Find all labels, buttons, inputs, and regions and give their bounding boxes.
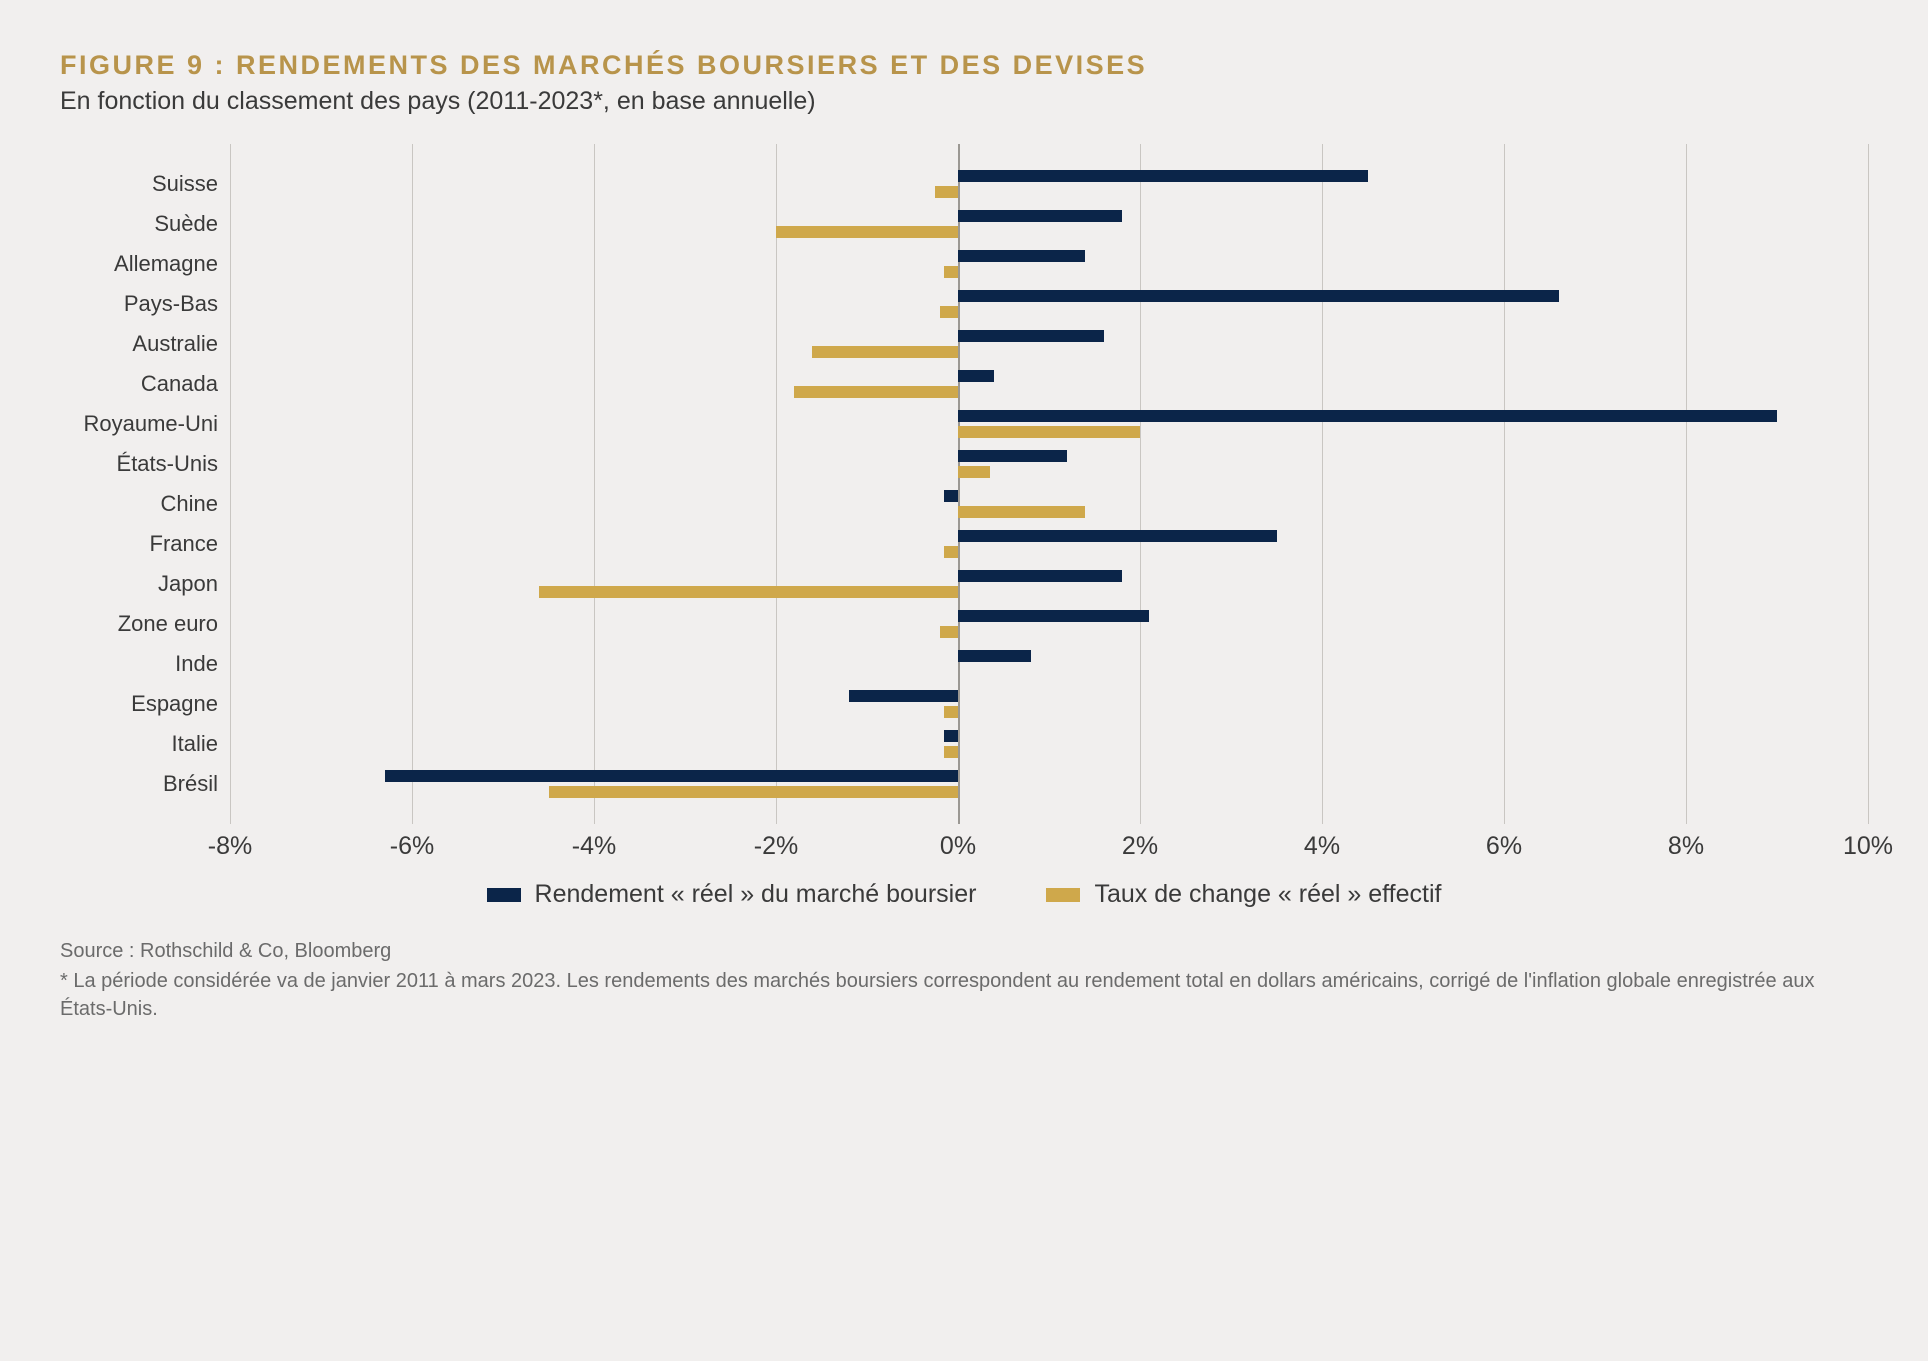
bar-navy — [385, 770, 958, 782]
y-axis-label: Italie — [172, 731, 218, 757]
bar-gold — [794, 386, 958, 398]
bar-navy — [958, 570, 1122, 582]
bar-navy — [958, 610, 1149, 622]
y-axis-label: Chine — [161, 491, 218, 517]
bar-gold — [958, 506, 1085, 518]
bar-gold — [944, 266, 958, 278]
figure-title: FIGURE 9 : RENDEMENTS DES MARCHÉS BOURSI… — [60, 50, 1868, 81]
figure-subtitle: En fonction du classement des pays (2011… — [60, 87, 1868, 116]
bar-gold — [940, 306, 958, 318]
bar-navy — [958, 410, 1777, 422]
gridline — [412, 144, 413, 824]
gridline — [1140, 144, 1141, 824]
gridline — [594, 144, 595, 824]
gridline — [1504, 144, 1505, 824]
bar-navy — [958, 450, 1067, 462]
y-axis-label: Zone euro — [118, 611, 218, 637]
bar-navy — [958, 330, 1104, 342]
bar-gold — [539, 586, 958, 598]
y-axis-label: Suède — [154, 211, 218, 237]
y-axis-label: Japon — [158, 571, 218, 597]
legend: Rendement « réel » du marché boursier Ta… — [60, 880, 1868, 909]
gridline — [776, 144, 777, 824]
y-axis-label: Brésil — [163, 771, 218, 797]
bar-gold — [940, 626, 958, 638]
bar-navy — [958, 650, 1031, 662]
bar-navy — [958, 370, 994, 382]
x-axis: -8%-6%-4%-2%0%2%4%6%8%10% — [60, 832, 1868, 868]
legend-label-navy: Rendement « réel » du marché boursier — [535, 880, 977, 909]
y-axis-label: Royaume-Uni — [84, 411, 219, 437]
y-axis-label: Pays-Bas — [124, 291, 218, 317]
bar-gold — [944, 746, 958, 758]
x-tick: 10% — [1843, 832, 1893, 861]
bar-gold — [935, 186, 958, 198]
zero-gridline — [958, 144, 960, 824]
y-axis-label: Inde — [175, 651, 218, 677]
y-axis-label: Canada — [141, 371, 218, 397]
x-tick: -2% — [754, 832, 798, 861]
y-axis-labels: Suisse Suède Allemagne Pays-Bas Australie Can… — [60, 144, 230, 824]
x-tick: 4% — [1304, 832, 1340, 861]
gridline — [230, 144, 231, 824]
bar-navy — [944, 730, 958, 742]
gridline — [1322, 144, 1323, 824]
footnote: Source : Rothschild & Co, Bloomberg * La… — [60, 937, 1868, 1023]
bar-navy — [958, 290, 1559, 302]
bar-gold — [812, 346, 958, 358]
bar-navy — [944, 490, 958, 502]
x-tick: 0% — [940, 832, 976, 861]
y-axis-label: Suisse — [152, 171, 218, 197]
x-tick: -8% — [208, 832, 252, 861]
y-axis-label: Australie — [132, 331, 218, 357]
legend-item-navy: Rendement « réel » du marché boursier — [487, 880, 977, 909]
y-axis-label: Espagne — [131, 691, 218, 717]
x-axis-ticks: -8%-6%-4%-2%0%2%4%6%8%10% — [230, 832, 1868, 868]
legend-item-gold: Taux de change « réel » effectif — [1046, 880, 1441, 909]
bar-gold — [944, 706, 958, 718]
y-axis-label: Allemagne — [114, 251, 218, 277]
x-tick: 6% — [1486, 832, 1522, 861]
bar-gold — [958, 426, 1140, 438]
legend-swatch-navy — [487, 888, 521, 902]
gridline — [1868, 144, 1869, 824]
plot-area — [230, 144, 1868, 824]
x-tick: -4% — [572, 832, 616, 861]
gridline — [1686, 144, 1687, 824]
y-axis-label: États-Unis — [117, 451, 218, 477]
x-tick: 8% — [1668, 832, 1704, 861]
bar-gold — [549, 786, 959, 798]
bar-gold — [776, 226, 958, 238]
chart-area: Suisse Suède Allemagne Pays-Bas Australie Can… — [60, 144, 1868, 824]
y-axis-label: France — [150, 531, 218, 557]
legend-swatch-gold — [1046, 888, 1080, 902]
bar-navy — [958, 250, 1085, 262]
bar-navy — [958, 210, 1122, 222]
legend-label-gold: Taux de change « réel » effectif — [1094, 880, 1441, 909]
footnote-note: * La période considérée va de janvier 20… — [60, 967, 1868, 1023]
bar-gold — [958, 466, 990, 478]
figure-container: FIGURE 9 : RENDEMENTS DES MARCHÉS BOURSI… — [60, 50, 1868, 1023]
bar-navy — [958, 530, 1277, 542]
bar-gold — [944, 546, 958, 558]
x-tick: -6% — [390, 832, 434, 861]
x-tick: 2% — [1122, 832, 1158, 861]
footnote-source: Source : Rothschild & Co, Bloomberg — [60, 937, 1868, 965]
bar-navy — [849, 690, 958, 702]
bar-navy — [958, 170, 1368, 182]
